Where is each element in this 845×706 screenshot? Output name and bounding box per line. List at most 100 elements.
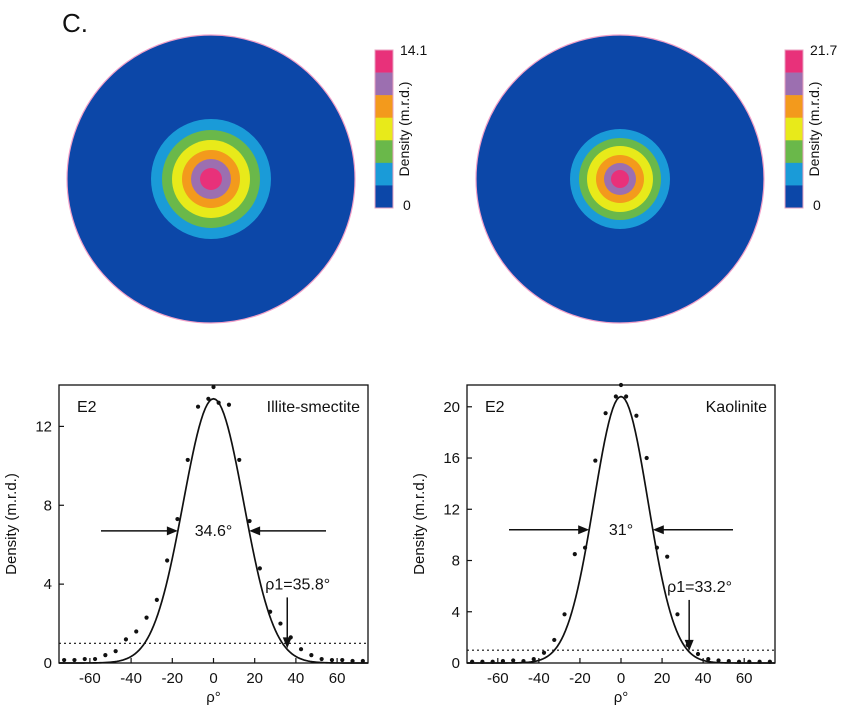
data-point (613, 394, 618, 399)
data-point (644, 455, 649, 461)
data-point (757, 659, 762, 664)
colorbar-swatch (375, 162, 393, 186)
data-point (278, 621, 283, 626)
rho1-label: ρ1=33.2° (667, 579, 732, 596)
colorbar-title: Density (m.r.d.) (806, 82, 822, 177)
data-point (329, 657, 335, 663)
colorbar-max-label: 21.7 (810, 42, 837, 58)
fwhm-label: 31° (609, 522, 633, 539)
x-axis-title: ρ° (614, 689, 629, 706)
rho1-label: ρ1=35.8° (265, 576, 330, 593)
x-tick-label: 60 (736, 670, 753, 687)
fwhm-arrowhead-right (249, 526, 261, 536)
data-point (226, 402, 232, 407)
data-point (206, 396, 211, 401)
y-axis-title: Density (m.r.d.) (411, 473, 428, 575)
x-tick-label: 60 (329, 670, 346, 687)
colorbar-swatch (785, 117, 803, 141)
data-point (654, 545, 660, 550)
data-point (319, 656, 324, 662)
data-point (582, 545, 588, 550)
data-point (154, 597, 159, 603)
data-point (716, 658, 721, 663)
data-point (237, 457, 242, 463)
data-point (767, 659, 772, 664)
data-point (268, 609, 273, 614)
y-tick-label: 4 (44, 576, 52, 593)
data-point (624, 394, 629, 399)
profile-plot-illite-smectite: -60 -40 -20 0 20 40 60 0 4 8 12 E2 Illite-smectite… (3, 384, 369, 706)
data-point (675, 612, 680, 617)
data-point (511, 658, 516, 663)
data-point (298, 647, 304, 652)
x-tick-label: -40 (120, 670, 142, 687)
data-point (340, 657, 345, 663)
y-tick-label: 0 (44, 655, 52, 672)
data-point (216, 400, 221, 405)
data-point (247, 518, 252, 524)
plot-marks: -60 -40 -20 0 20 40 60 0 4 8 12 (35, 384, 369, 687)
data-point (165, 558, 170, 563)
data-point (92, 656, 98, 662)
data-point (134, 629, 139, 634)
data-point (706, 657, 711, 662)
data-point (593, 458, 598, 463)
x-tick-label: -40 (528, 670, 550, 687)
data-point (634, 413, 639, 418)
data-point (747, 659, 752, 664)
data-point (211, 384, 216, 390)
fwhm-label: 34.6° (195, 523, 233, 540)
colorbar-min-label: 0 (403, 197, 411, 213)
x-tick-label: -60 (487, 670, 509, 687)
x-tick-label: -20 (569, 670, 591, 687)
data-point (175, 516, 180, 522)
colorbar-swatch (375, 117, 393, 141)
y-axis-title: Density (m.r.d.) (3, 473, 20, 575)
data-point (82, 656, 87, 662)
colorbar-swatch (785, 185, 803, 209)
data-point (736, 659, 742, 664)
x-tick-label: 0 (209, 670, 217, 687)
x-tick-label: -60 (79, 670, 101, 687)
colorbar-min-label: 0 (813, 197, 821, 213)
colorbar-frame (784, 49, 804, 209)
colorbar-frame (374, 49, 394, 209)
data-point (72, 657, 77, 663)
pole-figure-kaolinite (475, 34, 765, 324)
y-tick-label: 8 (452, 553, 460, 570)
data-point (62, 657, 67, 663)
x-axis-title: ρ° (206, 689, 221, 706)
x-tick-label: 20 (654, 670, 671, 687)
data-point (618, 382, 624, 388)
colorbar-swatch (375, 72, 393, 96)
data-point (726, 658, 731, 664)
colorbar-swatch (785, 162, 803, 186)
colorbar-swatch (375, 95, 393, 119)
data-point (541, 650, 547, 655)
data-point (470, 659, 475, 664)
mineral-label: Kaolinite (706, 399, 767, 416)
data-point (531, 657, 536, 662)
x-tick-label: 40 (288, 670, 305, 687)
y-tick-label: 8 (44, 497, 52, 514)
data-point (103, 653, 108, 658)
data-point (500, 658, 506, 664)
fwhm-arrowhead-left (166, 526, 178, 536)
data-point (144, 615, 149, 620)
fit-curve (59, 397, 368, 664)
data-point (572, 552, 577, 557)
sample-label: E2 (485, 399, 505, 416)
y-tick-label: 12 (443, 501, 460, 518)
rho1-arrowhead (684, 639, 694, 651)
data-point (552, 637, 557, 643)
density-ring-6 (200, 168, 222, 190)
colorbar-swatch (785, 95, 803, 119)
colorbar-swatch (375, 50, 393, 73)
fwhm-arrowhead-right (652, 525, 664, 535)
data-point (257, 566, 262, 571)
profile-plot-kaolinite: -60 -40 -20 0 20 40 60 0 4 8 12 16 20 E2 Kaolinite 3… (411, 382, 776, 706)
data-point (185, 457, 190, 463)
x-tick-label: 20 (246, 670, 263, 687)
colorbar-swatch (375, 185, 393, 209)
